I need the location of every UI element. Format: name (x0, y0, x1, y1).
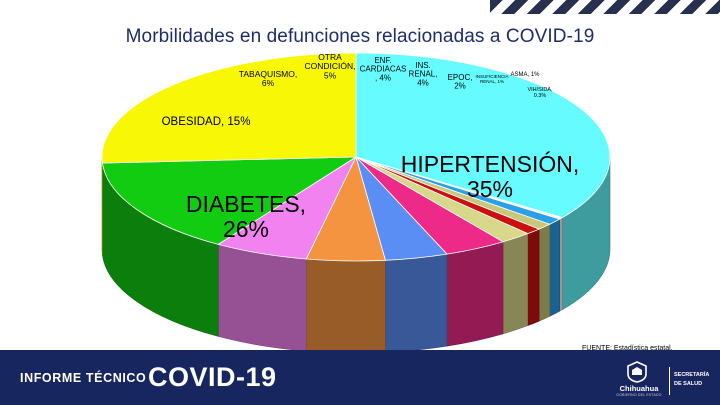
footer-banner: INFORME TÉCNICO COVID-19 Chihuahua GOBIE… (0, 350, 720, 405)
source-note: FUENTE: Estadística estatal. (582, 345, 673, 352)
pie-side-walls (101, 156, 611, 354)
pie-side-3 (538, 223, 551, 322)
slice-label-11: DIABETES, 26% (186, 191, 306, 242)
slice-label-7: ENF. CARDIACAS, 4% (360, 56, 407, 82)
pie-side-8 (305, 258, 386, 354)
pie-side-1 (559, 217, 563, 312)
state-logo-name: Chihuahua (619, 384, 659, 393)
pie-labels: HIPERTENSIÓN, 35%VIH/SIDA, 0.3%ASMA, 1%INS… (162, 52, 580, 242)
slice-label-1: VIH/SIDA, 0.3% (527, 87, 553, 99)
slice-label-6: INS. RENAL, 4% (409, 61, 438, 87)
pie-side-7 (385, 253, 448, 353)
logo-divider (669, 367, 670, 395)
pie-side-4 (527, 228, 540, 327)
pie-side-2 (549, 218, 560, 317)
pie-side-6 (446, 241, 504, 347)
slice-label-9: TABAQUISMO, 6% (239, 69, 297, 88)
pie-slice-10 (101, 156, 358, 245)
slice-label-0: HIPERTENSIÓN, 35% (401, 151, 580, 202)
health-department-logo: SECRETARÍA DE SALUD (674, 371, 718, 389)
state-emblem-icon (627, 361, 647, 383)
pie-side-9 (217, 243, 307, 352)
report-label: INFORME TÉCNICO (20, 371, 147, 385)
slice-label-10: OBESIDAD, 15% (162, 116, 251, 128)
slice-label-2: ASMA, 1% (510, 72, 540, 78)
chihuahua-logo: Chihuahua GOBIERNO DEL ESTADO (611, 361, 667, 401)
slice-label-5: EPOC, 2% (448, 73, 473, 91)
slice-label-8: OTRA CONDICIÓN, 5% (305, 52, 356, 80)
chart-title: Morbilidades en defunciones relacionadas… (125, 26, 595, 47)
state-logo-subtitle: GOBIERNO DEL ESTADO (616, 393, 662, 397)
department-line-2: DE SALUD (674, 381, 703, 387)
decorative-stripes (490, 0, 720, 14)
pie-slice-0 (355, 52, 611, 219)
slice-label-3: INSUFICIENCIA RENAL, 1% (475, 74, 508, 84)
report-title: COVID-19 (148, 362, 277, 392)
pie-slice-11 (101, 52, 357, 164)
department-line-1: SECRETARÍA (674, 372, 710, 378)
pie-side-5 (502, 233, 529, 335)
pie-top (101, 52, 611, 262)
